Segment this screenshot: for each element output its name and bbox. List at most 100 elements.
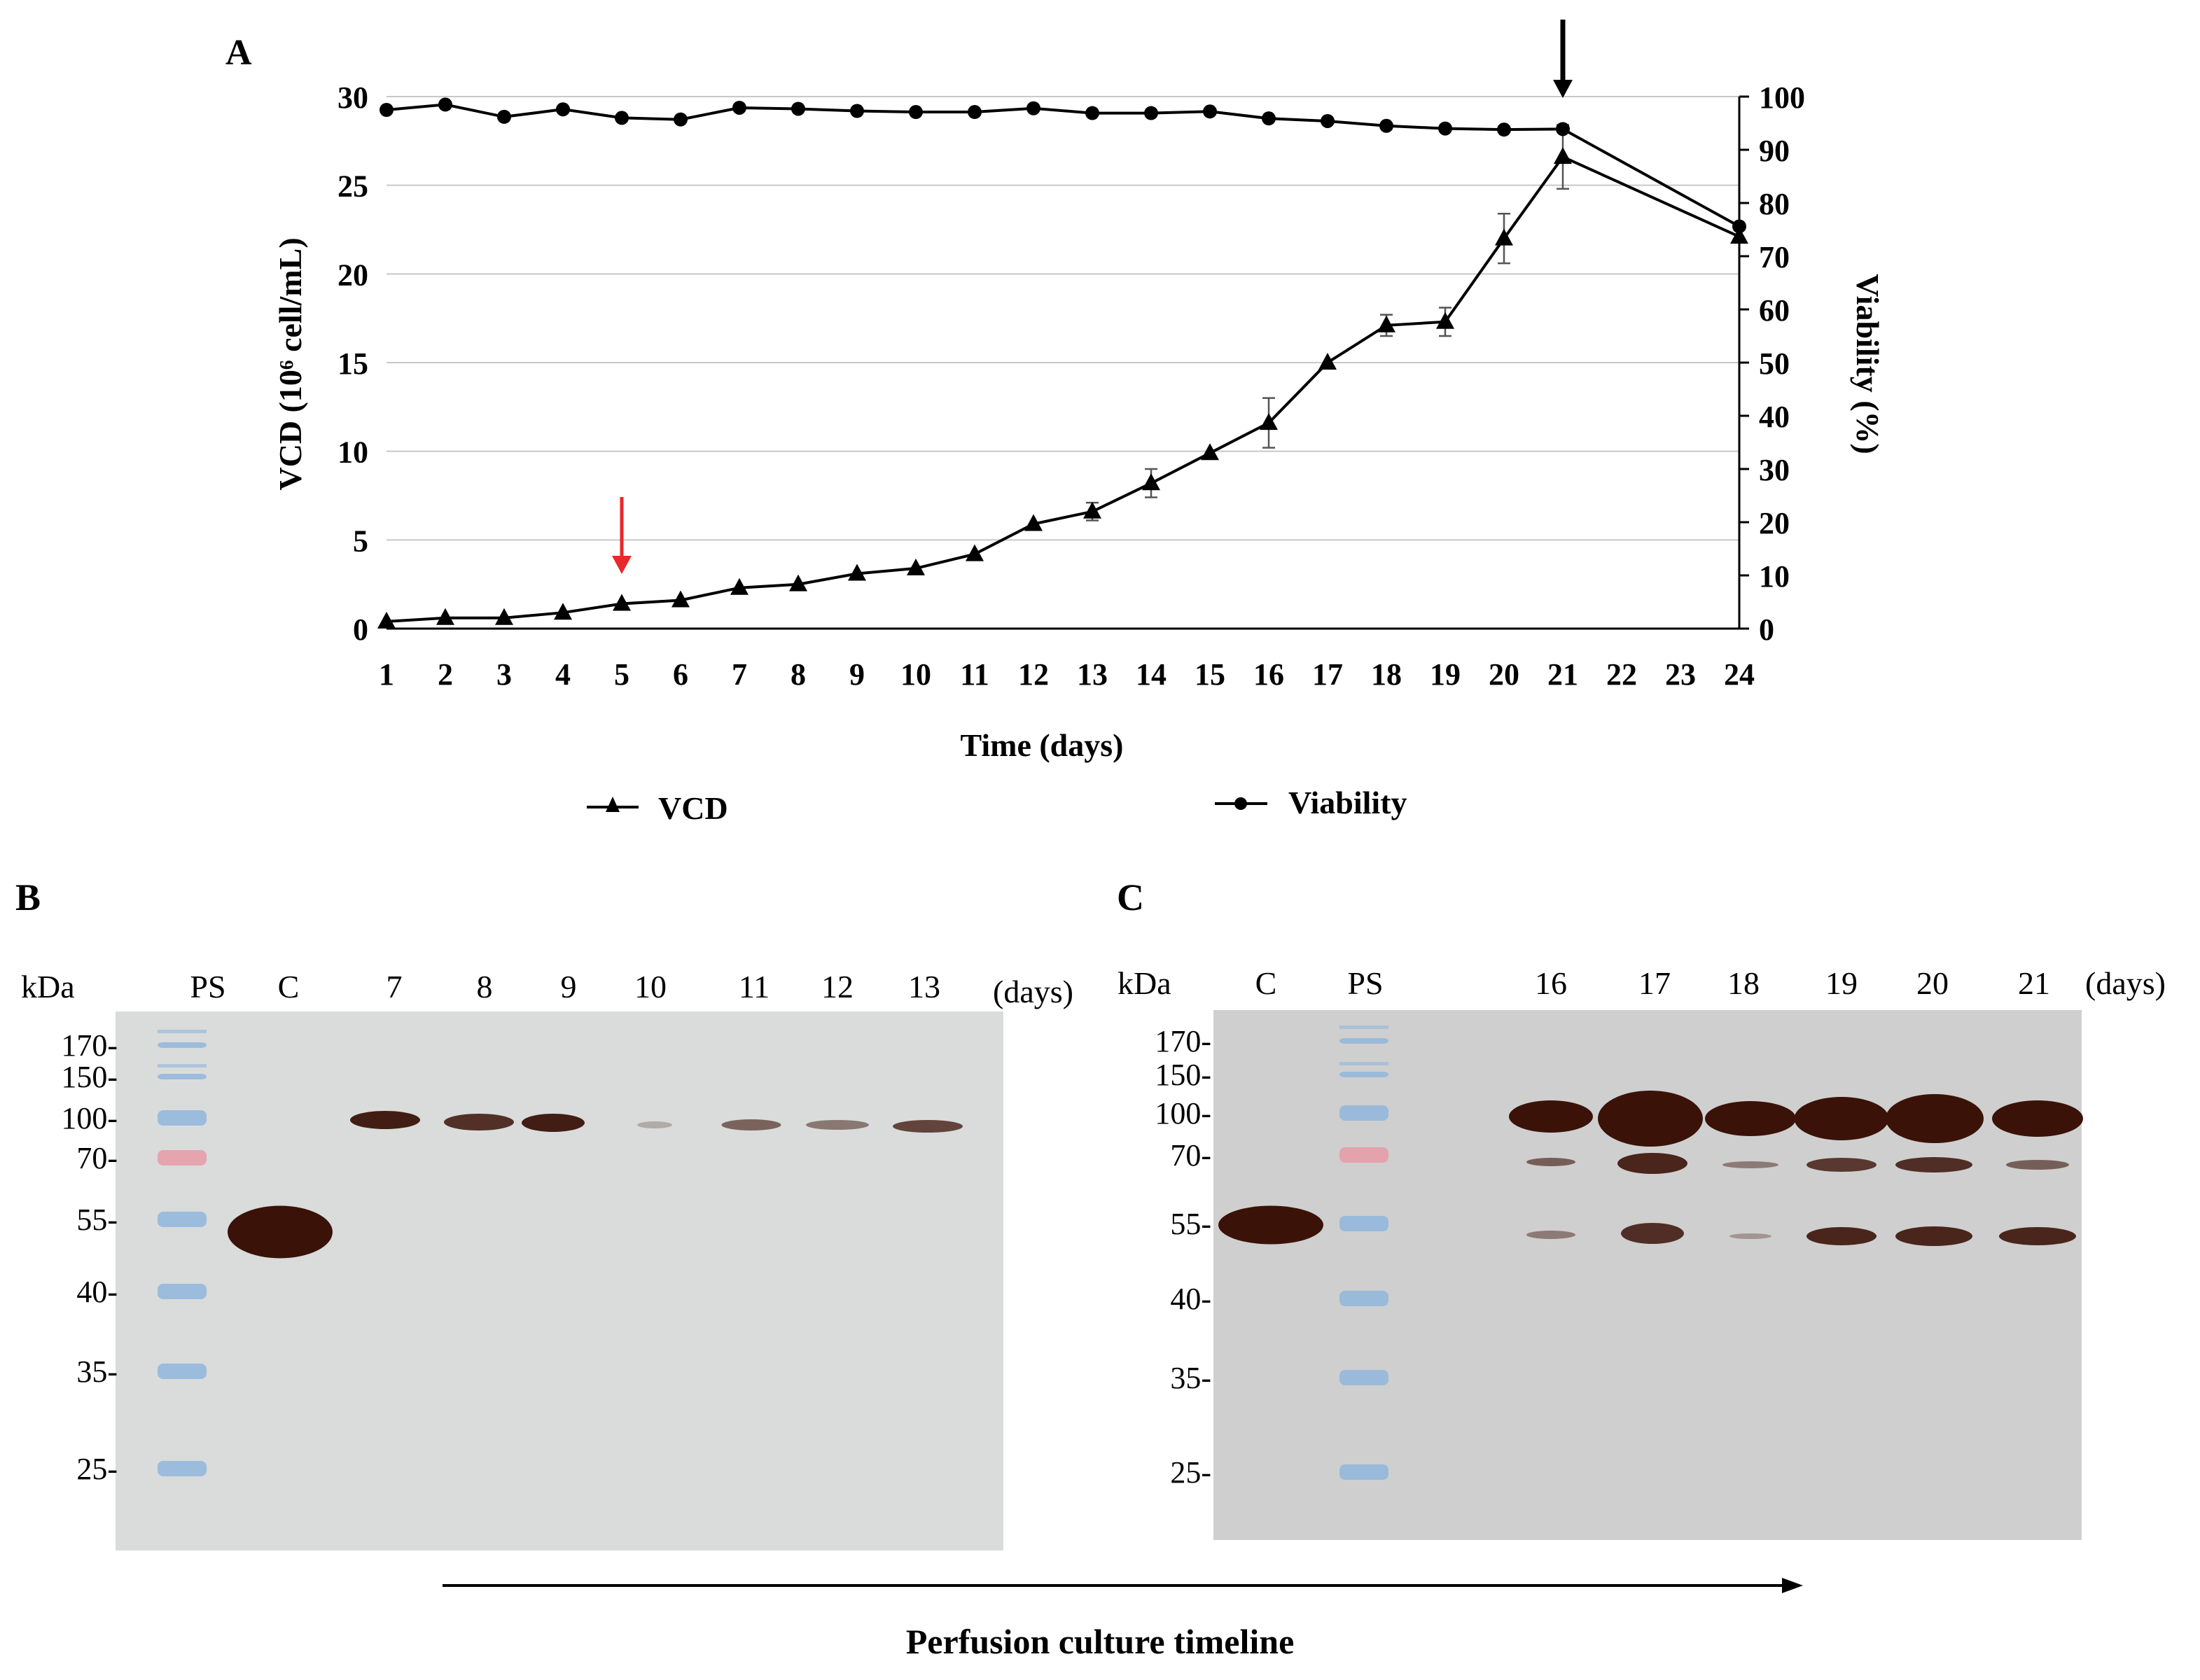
mw-marker-label: 150- — [61, 1060, 118, 1094]
series-vcd — [377, 124, 1748, 629]
vcd-point — [1495, 228, 1513, 246]
legend-viability-label: Viability — [1288, 785, 1407, 820]
x-tick-label: 7 — [732, 657, 747, 692]
chart-axes — [387, 95, 1749, 630]
series-viability — [380, 97, 1746, 234]
viability-point — [1144, 106, 1158, 120]
ladder-band — [1339, 1464, 1388, 1480]
red-arrow-head — [612, 556, 632, 574]
protein-band — [228, 1205, 333, 1259]
viability-point — [1732, 219, 1746, 234]
lane-label: 20 — [1916, 965, 1949, 1001]
x-tick-label: 3 — [496, 657, 512, 692]
protein-band — [350, 1111, 420, 1129]
viability-point — [674, 112, 688, 127]
protein-band — [1705, 1101, 1796, 1136]
protein-band — [1806, 1227, 1877, 1245]
panel-c-lane-labels: C PS 16 17 18 19 20 21 — [1255, 965, 2050, 1001]
ladder-band — [158, 1074, 207, 1079]
y-tick-label: 0 — [353, 612, 368, 647]
lane-label: 12 — [821, 969, 854, 1004]
protein-band — [1729, 1233, 1771, 1239]
protein-band — [1992, 1100, 2083, 1137]
y2-tick-label: 80 — [1759, 187, 1790, 221]
x-tick-label: 19 — [1430, 657, 1461, 692]
chart-annotations — [612, 20, 1573, 574]
x-tick-label: 21 — [1547, 657, 1578, 692]
x-tick-label: 16 — [1253, 657, 1284, 692]
protein-band — [637, 1121, 672, 1128]
y2-axis-title: Viability (%) — [1850, 274, 1886, 454]
protein-band — [1617, 1153, 1687, 1174]
viability-point — [909, 105, 923, 120]
x-tick-label: 4 — [555, 657, 571, 692]
x-tick-label: 14 — [1136, 657, 1167, 692]
protein-band — [1806, 1158, 1877, 1172]
y-tick-label: 5 — [353, 524, 368, 558]
protein-band — [1526, 1231, 1575, 1239]
vcd-point — [1377, 315, 1395, 332]
lane-label: 17 — [1638, 965, 1671, 1001]
y2-tick-label: 40 — [1759, 400, 1790, 434]
vcd-point — [377, 611, 396, 629]
protein-band — [721, 1119, 781, 1130]
protein-band — [2006, 1160, 2069, 1170]
black-arrow-head — [1553, 80, 1573, 98]
viability-point — [615, 111, 629, 125]
vcd-point — [789, 574, 807, 592]
vcd-point — [730, 578, 749, 595]
lane-label: 10 — [634, 969, 667, 1004]
ladder-band — [1339, 1147, 1388, 1163]
x-tick-label: 23 — [1665, 657, 1696, 692]
chart-series — [377, 97, 1748, 629]
panel-b-mw-markers: 170-150- 100- 70- 55- 40- 35- 25- — [61, 1028, 118, 1486]
protein-band — [1509, 1100, 1593, 1133]
mw-marker-label: 170- — [61, 1028, 118, 1063]
viability-point — [556, 102, 570, 117]
vcd-point — [966, 544, 984, 561]
ladder-band — [158, 1212, 207, 1227]
viability-point — [380, 103, 394, 117]
panel-b-lane-labels: PS C 7 8 9 10 11 12 13 — [190, 969, 940, 1004]
y2-tick-label: 60 — [1759, 293, 1790, 328]
y-tick-label: 25 — [337, 169, 368, 204]
viability-point — [1438, 121, 1452, 136]
ladder-band — [158, 1284, 207, 1299]
viability-point — [497, 109, 511, 124]
legend-vcd-label: VCD — [658, 790, 728, 826]
y2-tick-label: 100 — [1759, 80, 1805, 115]
y2-tick-label: 50 — [1759, 346, 1790, 381]
timeline-arrow-head — [1782, 1578, 1803, 1593]
vcd-point — [1024, 514, 1043, 531]
mw-marker-label: 100- — [1155, 1096, 1211, 1130]
panel-c-label: C — [1117, 876, 1144, 918]
viability-point — [1556, 122, 1570, 136]
y2-tick-label: 90 — [1759, 134, 1790, 168]
protein-band — [1621, 1223, 1684, 1244]
mw-marker-label: 40- — [1170, 1282, 1211, 1316]
viability-point — [732, 100, 746, 115]
mw-marker-label: 55- — [1170, 1207, 1211, 1241]
ladder-band — [158, 1110, 207, 1126]
vcd-point — [1318, 353, 1337, 370]
panel-c-bands — [1218, 1091, 2083, 1246]
ladder-band — [1339, 1370, 1388, 1385]
ladder-band — [1339, 1105, 1388, 1121]
ladder-band — [1339, 1062, 1388, 1065]
y-tick-label: 30 — [337, 80, 368, 115]
panel-b-membrane — [116, 1011, 1003, 1550]
protein-band — [1895, 1226, 1972, 1246]
ladder-band — [1339, 1291, 1388, 1306]
lane-label: 19 — [1825, 965, 1858, 1001]
x-tick-label: 6 — [673, 657, 688, 692]
lane-label: C — [278, 969, 300, 1004]
mw-marker-label: 100- — [61, 1101, 118, 1135]
y-axis-title: VCD (10⁶ cell/mL) — [272, 237, 308, 490]
panel-b: B kDa (days) PS C 7 8 9 10 11 12 13 170-150- 100-… — [15, 876, 1073, 1550]
y2-tick-label: 70 — [1759, 240, 1790, 274]
ladder-band — [158, 1042, 207, 1048]
ladder-band — [158, 1364, 207, 1379]
timeline-label: Perfusion culture timeline — [906, 1622, 1295, 1661]
x-tick-label: 5 — [614, 657, 629, 692]
